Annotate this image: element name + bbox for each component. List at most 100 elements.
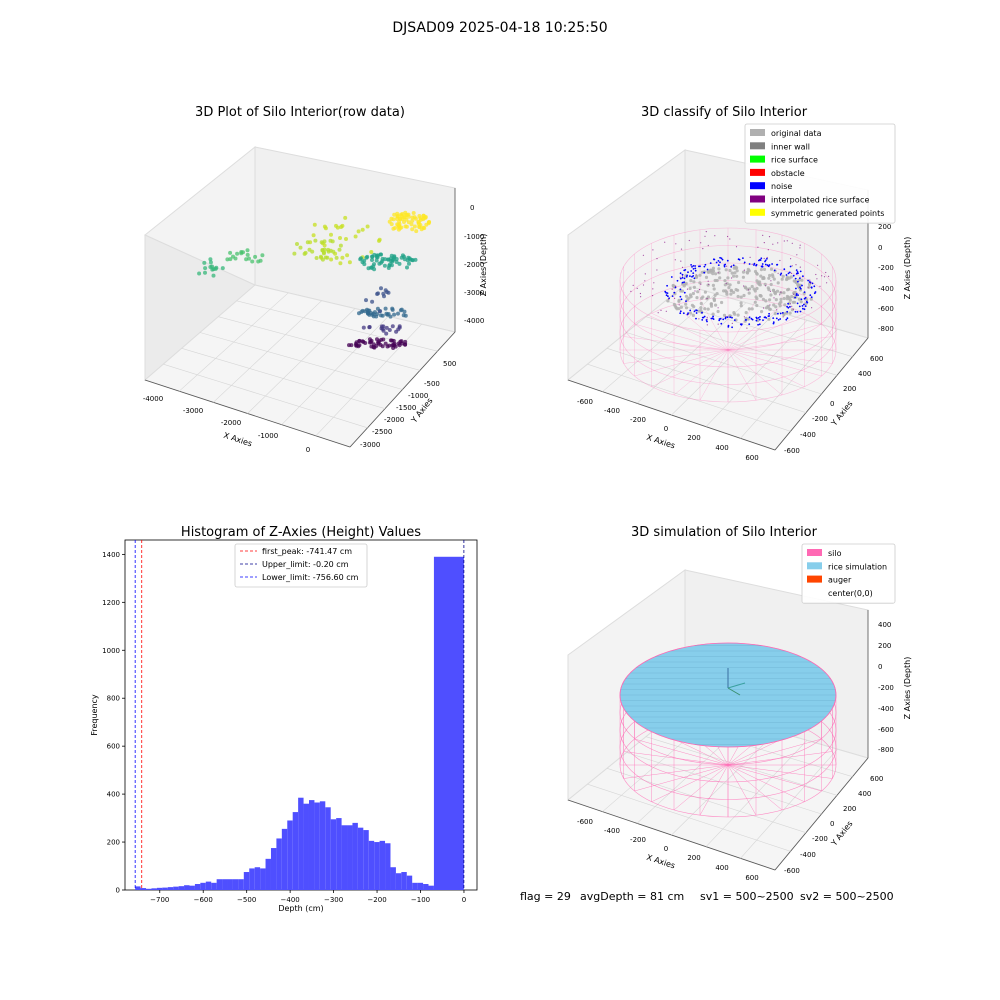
noise-point xyxy=(799,287,802,290)
original-data-point xyxy=(783,303,787,307)
original-data-point xyxy=(790,295,794,299)
noise-point xyxy=(799,310,802,313)
original-data-point xyxy=(768,307,772,311)
original-data-point xyxy=(684,306,689,310)
original-data-point xyxy=(697,309,701,313)
rice-surface-point xyxy=(762,234,764,236)
simulation-y-tick: 0 xyxy=(830,820,834,828)
scatter-point xyxy=(405,265,409,270)
original-data-point xyxy=(684,294,689,298)
noise-point xyxy=(676,279,679,282)
scatter-point xyxy=(414,229,419,234)
original-data-point xyxy=(797,297,801,301)
classify-x-tick: -600 xyxy=(577,398,593,406)
legend-swatch xyxy=(750,155,765,163)
scatter-point xyxy=(376,291,380,296)
rice-surface-point xyxy=(687,313,689,316)
scatter-point xyxy=(372,262,376,267)
histogram-bar xyxy=(200,882,206,890)
scatter-point xyxy=(370,258,374,262)
scatter-point xyxy=(326,247,331,252)
histogram-bar xyxy=(423,884,429,890)
scatter-point xyxy=(353,234,358,239)
simulation-legend: silo rice simulation auger center(0,0) xyxy=(801,543,896,604)
raw-y-tick: -2500 xyxy=(372,428,392,436)
rice-surface-point xyxy=(644,280,646,282)
histogram-bar xyxy=(222,879,228,890)
noise-point xyxy=(781,312,784,314)
original-data-point xyxy=(677,307,681,311)
raw-y-tick: -1500 xyxy=(396,404,416,412)
silo-floor-spoke xyxy=(727,349,822,377)
scatter-point xyxy=(202,260,207,265)
scatter-point xyxy=(211,273,216,278)
original-data-point xyxy=(701,295,705,299)
original-data-point xyxy=(805,298,809,302)
legend-swatch xyxy=(750,129,765,136)
noise-point xyxy=(798,305,801,308)
rice-surface-point xyxy=(825,271,827,274)
scatter-point xyxy=(340,255,345,260)
raw-x-tick: -4000 xyxy=(143,395,163,403)
histogram-bar xyxy=(357,827,364,890)
rice-surface-point xyxy=(674,259,676,261)
original-data-point xyxy=(773,312,777,316)
histogram-bar xyxy=(347,825,353,890)
noise-point xyxy=(789,305,791,308)
scatter-point xyxy=(388,338,393,343)
silo-ring xyxy=(619,245,837,350)
rice-surface-point xyxy=(731,277,733,279)
rice-surface-point xyxy=(766,256,768,259)
scatter-point xyxy=(410,218,415,223)
histogram-bar xyxy=(330,819,337,890)
original-data-point xyxy=(755,286,759,291)
histogram-bar xyxy=(270,848,277,890)
scatter-point xyxy=(235,251,240,256)
original-data-point xyxy=(727,286,731,290)
noise-point xyxy=(799,277,801,279)
classify-y-tick: 0 xyxy=(830,400,834,408)
scatter-point xyxy=(311,233,316,238)
noise-point xyxy=(701,319,704,321)
classify-plot-z-ticks: 200 0 -200 -400 -600 -800 xyxy=(878,223,894,333)
noise-point xyxy=(687,312,689,315)
noise-point xyxy=(797,280,799,283)
legend-entry-label: first_peak: -741.47 cm xyxy=(262,547,352,556)
noise-point xyxy=(762,319,764,321)
noise-point xyxy=(685,275,688,278)
scatter-point xyxy=(385,344,390,349)
rice-surface-point xyxy=(790,258,792,260)
noise-point xyxy=(706,268,709,271)
original-data-point xyxy=(759,274,763,278)
x-tick-label: 0 xyxy=(462,896,466,904)
scatter-point xyxy=(362,258,367,263)
original-data-point xyxy=(773,292,778,296)
noise-point xyxy=(701,311,703,314)
rice-surface-point xyxy=(735,246,738,248)
rice-surface-point xyxy=(644,273,646,275)
original-data-point xyxy=(777,302,782,306)
original-data-point xyxy=(768,298,772,302)
noise-point xyxy=(755,319,758,322)
original-data-point xyxy=(735,274,739,278)
scatter-point xyxy=(363,309,367,314)
scatter-point xyxy=(366,308,371,313)
original-data-point xyxy=(688,286,692,291)
silo-floor-spoke xyxy=(623,764,729,779)
noise-point xyxy=(766,264,769,267)
scatter-point xyxy=(225,257,230,262)
original-data-point xyxy=(672,302,677,307)
noise-point xyxy=(794,277,797,280)
simulation-z-axis-label: Z Axies (Depth) xyxy=(903,657,912,720)
noise-point xyxy=(801,284,803,287)
scatter-point xyxy=(208,265,213,269)
rice-surface-point xyxy=(783,240,785,242)
rice-surface-point xyxy=(680,260,682,262)
original-data-point xyxy=(739,301,743,305)
silo-floor-spoke xyxy=(673,349,729,396)
rice-surface-point xyxy=(700,283,702,285)
rice-surface-point xyxy=(704,235,706,237)
simulation-plot-z-ticks: 400 200 0 -200 -400 -600 -800 xyxy=(878,621,894,754)
original-data-point xyxy=(788,311,792,315)
histogram-bar xyxy=(211,882,217,890)
